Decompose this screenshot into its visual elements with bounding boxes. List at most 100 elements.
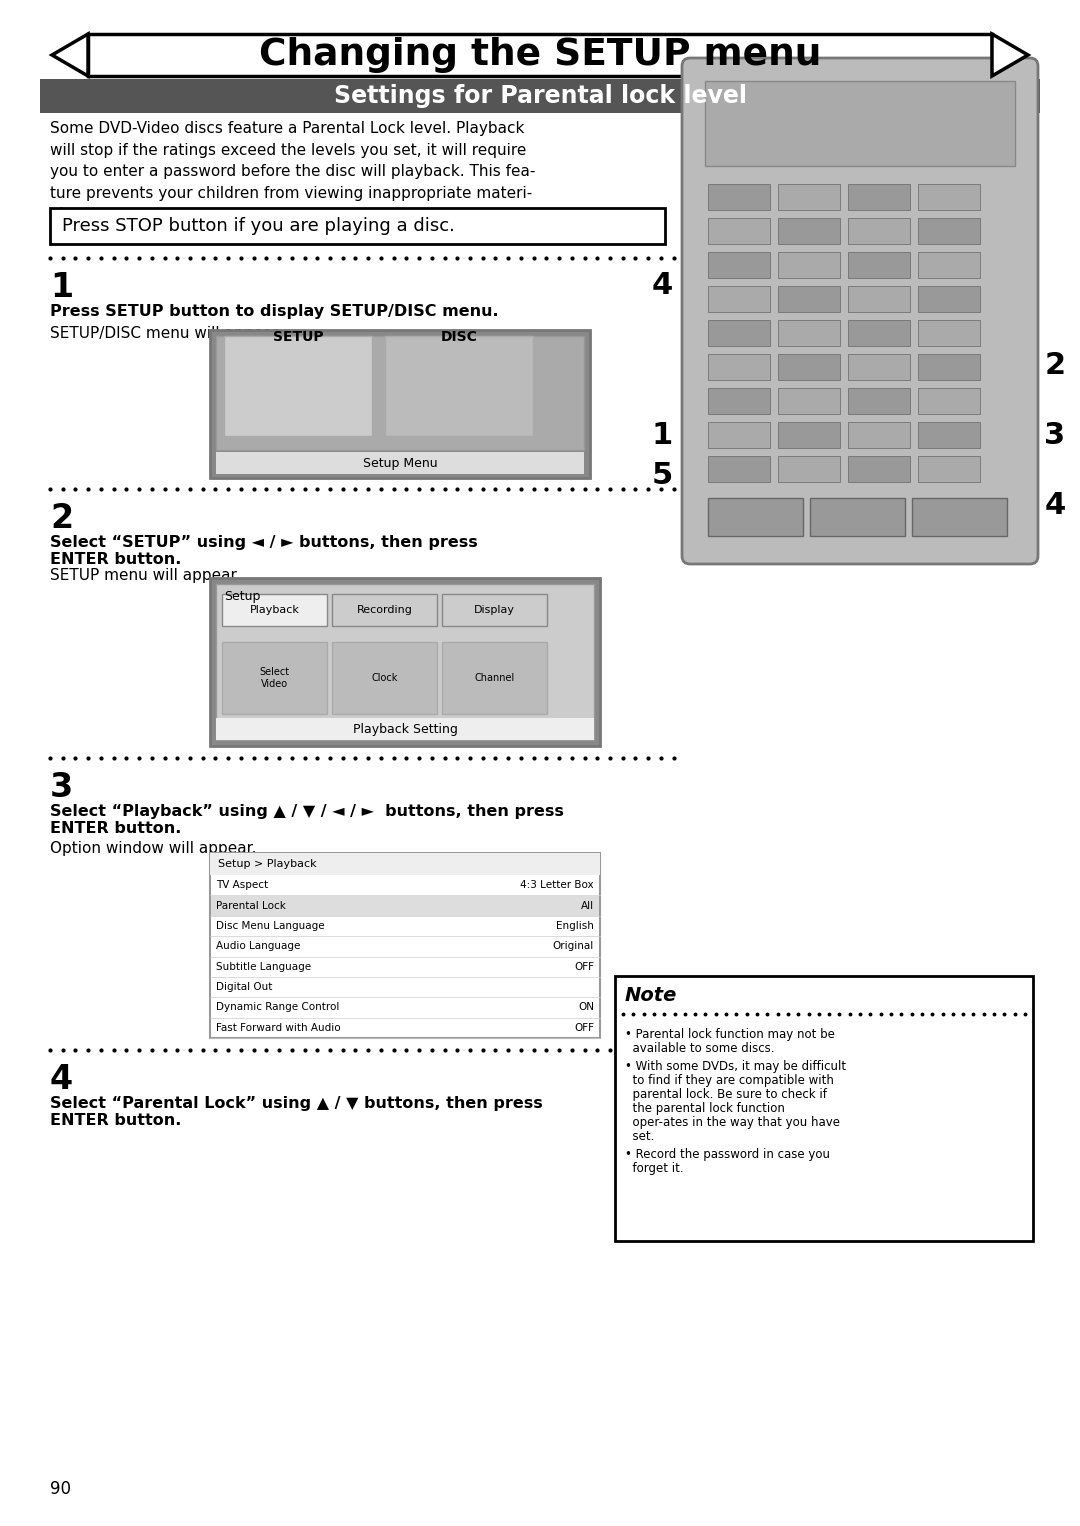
Bar (216, 336, 584, 450)
Text: the parental lock function: the parental lock function (625, 1102, 785, 1116)
Text: 3: 3 (50, 771, 73, 804)
Text: OFF: OFF (573, 1022, 594, 1033)
Text: • Parental lock function may not be: • Parental lock function may not be (625, 1029, 835, 1041)
Bar (918, 185, 980, 211)
Text: • Record the password in case you: • Record the password in case you (625, 1148, 831, 1161)
Bar (848, 423, 910, 449)
Text: Original: Original (553, 942, 594, 951)
Bar (708, 423, 770, 449)
Bar (778, 252, 840, 278)
Text: parental lock. Be sure to check if: parental lock. Be sure to check if (625, 1088, 827, 1100)
Text: 5: 5 (651, 461, 673, 490)
Text: SETUP: SETUP (272, 330, 323, 343)
Bar (708, 252, 770, 278)
Text: Select “Playback” using ▲ / ▼ / ◄ / ►  buttons, then press
ENTER button.: Select “Playback” using ▲ / ▼ / ◄ / ► bu… (50, 804, 564, 836)
Bar (332, 642, 437, 714)
Text: TV Aspect: TV Aspect (216, 881, 268, 890)
Bar (778, 285, 840, 311)
Text: Channel: Channel (474, 673, 515, 684)
Bar (778, 320, 840, 346)
Text: Setup Menu: Setup Menu (363, 456, 437, 470)
Text: forget it.: forget it. (625, 1161, 684, 1175)
Text: Fast Forward with Audio: Fast Forward with Audio (216, 1022, 340, 1033)
Bar (708, 218, 770, 244)
Text: Press STOP button if you are playing a disc.: Press STOP button if you are playing a d… (62, 217, 455, 235)
Text: Parental Lock: Parental Lock (216, 900, 286, 911)
Bar (211, 896, 599, 916)
Bar (918, 354, 980, 380)
Bar (708, 320, 770, 346)
Bar (848, 354, 910, 380)
Text: Subtitle Language: Subtitle Language (216, 961, 311, 972)
Text: • With some DVDs, it may be difficult: • With some DVDs, it may be difficult (625, 1061, 846, 1073)
Text: available to some discs.: available to some discs. (625, 1042, 774, 1054)
Bar (848, 252, 910, 278)
Text: Clock: Clock (372, 673, 397, 684)
Text: Settings for Parental lock level: Settings for Parental lock level (334, 84, 746, 108)
Bar (384, 336, 534, 436)
Text: Select “Parental Lock” using ▲ / ▼ buttons, then press
ENTER button.: Select “Parental Lock” using ▲ / ▼ butto… (50, 1096, 543, 1128)
Bar (708, 456, 770, 482)
Bar (778, 218, 840, 244)
Text: Changing the SETUP menu: Changing the SETUP menu (259, 37, 821, 73)
Bar (778, 354, 840, 380)
Text: to find if they are compatible with: to find if they are compatible with (625, 1074, 834, 1087)
Bar (810, 497, 905, 536)
Bar (210, 330, 590, 478)
Text: 4: 4 (651, 272, 673, 301)
Text: Dynamic Range Control: Dynamic Range Control (216, 1003, 339, 1012)
Bar (848, 456, 910, 482)
Bar (216, 584, 594, 740)
Text: set.: set. (625, 1129, 654, 1143)
Text: Setup: Setup (224, 591, 260, 603)
Text: Setup > Playback: Setup > Playback (218, 859, 316, 868)
FancyBboxPatch shape (681, 58, 1038, 565)
Bar (222, 642, 327, 714)
Text: Playback Setting: Playback Setting (352, 722, 458, 736)
Bar (708, 285, 770, 311)
Text: Select
Video: Select Video (259, 667, 289, 688)
Text: 90: 90 (50, 1480, 71, 1499)
Text: 1: 1 (651, 421, 673, 450)
Bar (848, 320, 910, 346)
Text: Some DVD-Video discs feature a Parental Lock level. Playback
will stop if the ra: Some DVD-Video discs feature a Parental … (50, 121, 536, 223)
Text: 4:3 Letter Box: 4:3 Letter Box (521, 881, 594, 890)
Bar (708, 185, 770, 211)
Text: Option window will appear.: Option window will appear. (50, 841, 257, 856)
Text: SETUP/DISC menu will appear.: SETUP/DISC menu will appear. (50, 327, 282, 340)
Text: Audio Language: Audio Language (216, 942, 300, 951)
Bar (615, 977, 1032, 1241)
Text: Digital Out: Digital Out (216, 983, 272, 992)
Bar (848, 285, 910, 311)
Bar (216, 452, 584, 475)
Bar (918, 388, 980, 414)
Bar (778, 456, 840, 482)
Bar (848, 185, 910, 211)
Bar (708, 354, 770, 380)
Text: 2: 2 (50, 502, 73, 536)
Bar (210, 578, 600, 746)
Bar (40, 79, 1040, 113)
Bar (848, 388, 910, 414)
Bar (332, 594, 437, 626)
Text: oper-ates in the way that you have: oper-ates in the way that you have (625, 1116, 840, 1129)
Text: Press SETUP button to display SETUP/DISC menu.: Press SETUP button to display SETUP/DISC… (50, 304, 499, 319)
Bar (848, 218, 910, 244)
Text: ON: ON (578, 1003, 594, 1012)
Text: Recording: Recording (356, 604, 413, 615)
Bar (778, 185, 840, 211)
Bar (210, 853, 600, 874)
Bar (50, 208, 665, 244)
Bar (778, 388, 840, 414)
Text: Display: Display (474, 604, 515, 615)
Text: All: All (581, 900, 594, 911)
Text: Note: Note (625, 986, 677, 1006)
Bar (224, 336, 372, 436)
Bar (918, 285, 980, 311)
Text: 4: 4 (1044, 491, 1066, 520)
Text: English: English (556, 920, 594, 931)
Bar (87, 34, 993, 76)
Bar (210, 853, 600, 1038)
Bar (918, 423, 980, 449)
Bar (442, 594, 546, 626)
